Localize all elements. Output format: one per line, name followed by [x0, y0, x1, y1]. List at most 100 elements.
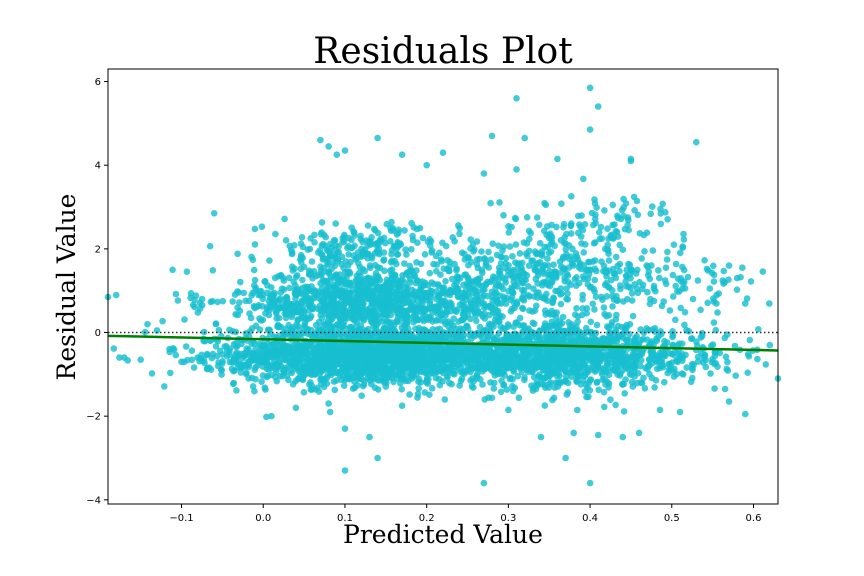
scatter-point: [651, 384, 658, 391]
scatter-point: [592, 293, 600, 301]
scatter-point: [473, 372, 481, 379]
scatter-point: [462, 286, 470, 294]
scatter-point: [656, 274, 663, 282]
scatter-point: [508, 223, 515, 231]
scatter-point: [377, 344, 385, 352]
scatter-point: [555, 379, 562, 387]
scatter-point: [294, 316, 302, 323]
scatter-point: [629, 312, 637, 320]
scatter-point: [731, 342, 739, 350]
scatter-point: [585, 258, 593, 266]
scatter-point: [580, 175, 587, 183]
scatter-point: [557, 300, 565, 308]
scatter-point: [279, 366, 286, 374]
scatter-point: [337, 356, 345, 363]
scatter-point: [710, 271, 718, 279]
scatter-point: [401, 293, 409, 301]
scatter-point: [670, 241, 678, 248]
scatter-point: [470, 364, 478, 372]
scatter-point: [612, 401, 619, 409]
scatter-point: [348, 324, 355, 331]
scatter-point: [339, 239, 346, 246]
scatter-point: [644, 288, 651, 296]
scatter-point: [595, 386, 602, 394]
scatter-point: [366, 264, 374, 272]
scatter-point: [452, 367, 459, 375]
scatter-point: [426, 391, 433, 399]
scatter-point: [229, 298, 236, 305]
scatter-point: [318, 242, 326, 249]
scatter-point: [421, 251, 429, 258]
scatter-point: [564, 290, 571, 297]
scatter-point: [281, 215, 288, 223]
scatter-point: [467, 295, 474, 303]
scatter-point: [481, 396, 489, 403]
scatter-point: [632, 270, 640, 277]
scatter-point: [494, 297, 501, 305]
scatter-point: [301, 370, 308, 378]
scatter-point: [558, 200, 565, 207]
scatter-point: [374, 386, 382, 393]
scatter-point: [502, 361, 510, 369]
scatter-point: [745, 353, 753, 360]
scatter-point: [508, 268, 515, 275]
scatter-point: [340, 322, 347, 330]
scatter-point: [272, 230, 279, 238]
scatter-point: [670, 368, 677, 376]
scatter-point: [466, 331, 473, 339]
scatter-point: [600, 388, 608, 396]
scatter-point: [388, 271, 396, 279]
scatter-point: [411, 272, 419, 280]
scatter-point: [424, 334, 432, 341]
scatter-point: [488, 394, 496, 402]
scatter-point: [290, 278, 298, 286]
scatter-point: [437, 271, 444, 279]
scatter-point: [613, 311, 620, 319]
scatter-point: [429, 303, 437, 311]
scatter-point: [306, 245, 314, 253]
scatter-point: [345, 251, 352, 258]
scatter-point: [613, 297, 621, 305]
scatter-point: [435, 282, 443, 290]
scatter-point: [484, 292, 491, 300]
scatter-point: [234, 250, 241, 258]
scatter-point: [216, 347, 224, 355]
scatter-point: [607, 276, 615, 284]
scatter-point: [318, 361, 326, 369]
scatter-point: [521, 376, 528, 384]
scatter-point: [677, 249, 684, 257]
scatter-point: [710, 262, 717, 270]
scatter-point: [489, 240, 497, 247]
scatter-point: [645, 362, 652, 370]
scatter-point: [343, 280, 350, 288]
scatter-point: [254, 362, 261, 369]
scatter-point: [576, 364, 583, 371]
scatter-point: [593, 378, 601, 386]
scatter-point: [286, 242, 294, 250]
scatter-point: [533, 267, 541, 275]
scatter-point: [581, 346, 589, 354]
scatter-point: [569, 368, 577, 376]
scatter-point: [481, 255, 488, 262]
scatter-point: [307, 299, 315, 306]
scatter-point: [434, 356, 441, 364]
scatter-point: [304, 283, 311, 291]
scatter-point: [530, 285, 537, 293]
scatter-point: [649, 203, 656, 210]
scatter-point: [601, 207, 608, 214]
scatter-point: [319, 355, 327, 363]
scatter-point: [167, 369, 174, 377]
scatter-point: [203, 365, 211, 373]
scatter-point: [512, 241, 520, 248]
scatter-point: [319, 254, 327, 262]
scatter-point: [438, 297, 446, 305]
scatter-point: [587, 283, 595, 291]
scatter-point: [565, 319, 572, 326]
scatter-point: [408, 219, 415, 227]
scatter-point: [286, 344, 293, 352]
scatter-point: [277, 272, 284, 280]
scatter-point: [680, 236, 688, 243]
scatter-point: [716, 349, 723, 357]
scatter-point: [605, 364, 612, 372]
scatter-point: [563, 285, 570, 292]
